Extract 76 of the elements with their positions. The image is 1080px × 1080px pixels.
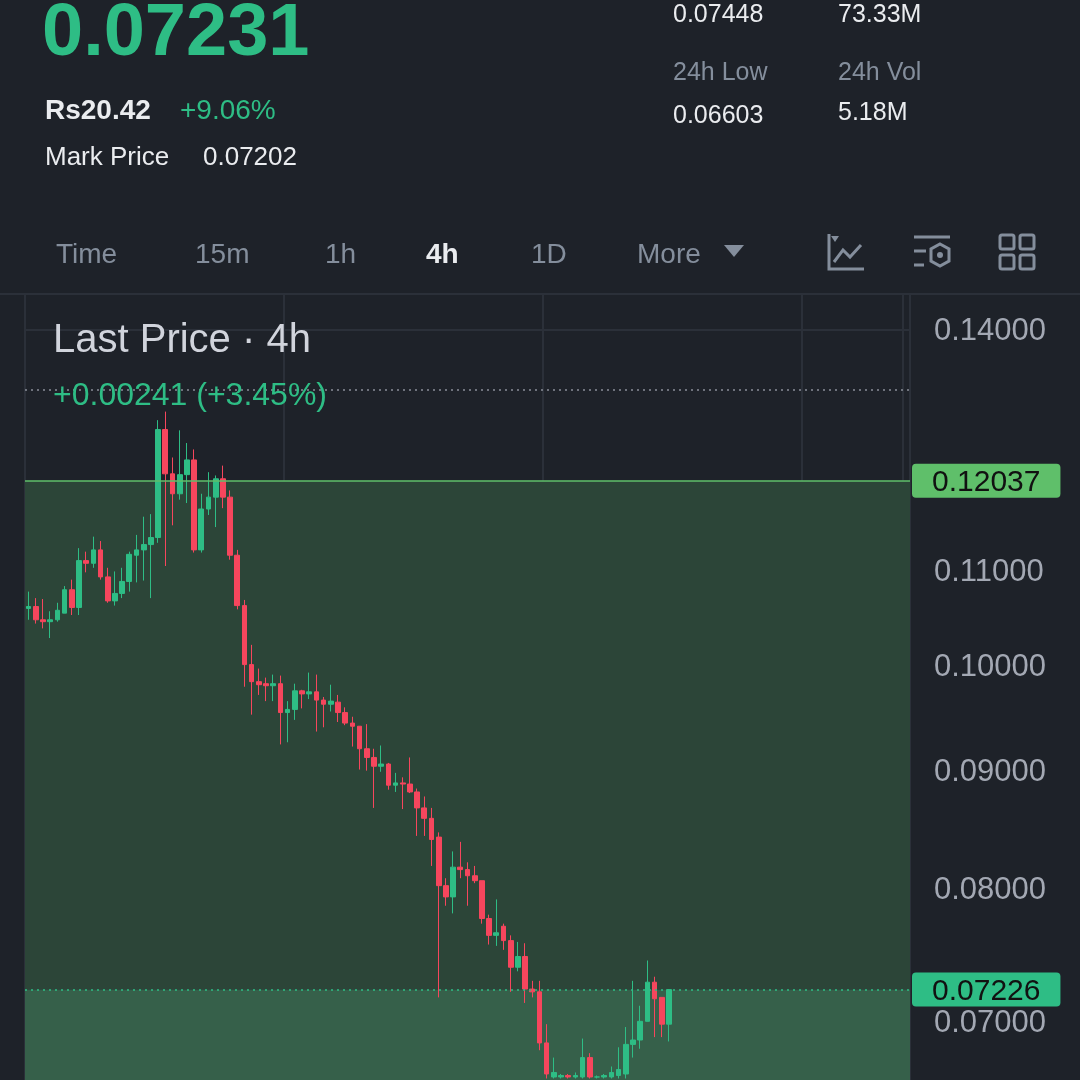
candlestick [515,941,521,972]
candlestick [465,861,470,907]
text: 15m [195,237,250,271]
candlestick [91,536,96,569]
candlestick [285,700,290,743]
text: 0.07231 [42,0,310,73]
y-tick-label: 0.11000 [934,553,1044,589]
candlestick [450,850,456,914]
candlestick [386,762,391,791]
candlestick [659,996,665,1038]
candlestick [206,471,211,516]
candlestick [299,689,305,709]
candlestick [537,980,542,1051]
candlestick [26,591,31,621]
candlestick [573,1071,578,1079]
candlestick [457,841,463,879]
text: 0.07448 [673,0,764,29]
candlestick [249,644,254,716]
candlestick [47,610,53,639]
candlestick [306,672,312,700]
candlestick [270,674,276,702]
candlestick [393,772,398,793]
candlestick [565,1073,571,1079]
y-tick-label: 0.09000 [934,753,1047,789]
text: 0.06603 [673,99,764,130]
ref-line-label: 0.12037 [932,464,1041,498]
candlestick [580,1038,585,1079]
y-tick-label: 0.10000 [934,648,1047,684]
text: Time [56,237,118,271]
candlestick [357,725,362,771]
text: 1D [531,237,567,271]
candlestick [62,585,67,614]
candlestick [501,923,506,951]
text: 24h Low [673,56,768,87]
candlestick [350,716,355,748]
text: 5.18M [838,96,908,127]
candlestick [508,934,514,993]
y-tick-label: 0.08000 [934,870,1047,906]
candlestick [544,1023,549,1079]
candlestick [493,898,499,947]
candlestick [213,474,219,528]
candlestick [98,540,103,581]
candlestick [429,807,434,867]
text: 0.07202 [203,140,297,173]
candlestick [378,745,384,773]
candlestick [609,1065,614,1079]
candlestick [278,675,283,745]
candlestick [198,493,204,554]
candlestick [652,976,657,1038]
candlestick [321,696,326,728]
candlestick [587,1052,593,1079]
text: +9.06% [180,93,276,127]
candlestick [55,602,60,623]
candlestick [76,547,82,616]
text: 73.33M [838,0,922,29]
text: 1h [325,237,357,271]
candlestick [69,579,75,616]
text: Mark Price [45,140,170,173]
candlestick [616,1046,621,1079]
text: +0.00241 (+3.45%) [53,376,327,412]
y-tick-label: 0.14000 [934,312,1047,348]
text: Rs20.42 [45,93,151,127]
candlestick [242,599,247,688]
candlestick [83,551,89,573]
text: Last Price · 4h [53,316,311,360]
candlestick [105,567,111,604]
candlestick [292,683,298,721]
candlestick [134,534,139,583]
candlestick [170,456,175,526]
candlestick [191,448,197,554]
text: 4h [426,237,459,271]
candlestick [314,674,319,733]
candlestick [328,684,334,712]
candlestick [162,411,168,567]
text: More [637,237,701,271]
text: 24h Vol [838,56,922,87]
